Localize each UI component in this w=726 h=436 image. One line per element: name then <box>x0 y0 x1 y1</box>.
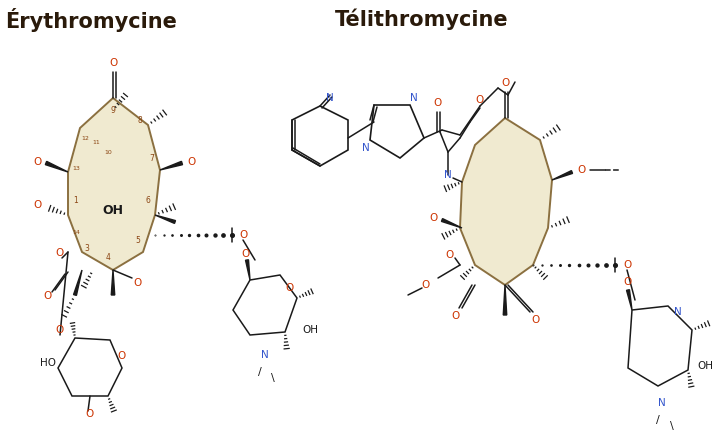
Text: O: O <box>188 157 196 167</box>
Text: Érythromycine: Érythromycine <box>5 8 177 32</box>
Text: HO: HO <box>40 358 56 368</box>
Polygon shape <box>45 161 68 172</box>
Text: N: N <box>326 93 334 103</box>
Text: 6: 6 <box>145 195 150 204</box>
Text: OH: OH <box>302 325 318 335</box>
Text: O: O <box>451 311 459 321</box>
Polygon shape <box>292 106 348 166</box>
Text: N: N <box>362 143 370 153</box>
Polygon shape <box>628 306 692 386</box>
Polygon shape <box>73 270 82 296</box>
Text: 3: 3 <box>84 243 89 252</box>
Text: \: \ <box>271 373 275 383</box>
Text: O: O <box>86 409 94 419</box>
Text: 4: 4 <box>105 253 110 262</box>
Text: O: O <box>578 165 586 175</box>
Polygon shape <box>68 98 160 270</box>
Polygon shape <box>503 285 507 315</box>
Text: 12: 12 <box>81 136 89 140</box>
Polygon shape <box>160 161 182 170</box>
Polygon shape <box>460 118 552 285</box>
Text: N: N <box>261 350 269 360</box>
Polygon shape <box>58 338 122 396</box>
Text: O: O <box>501 78 509 88</box>
Polygon shape <box>552 170 573 180</box>
Text: N: N <box>658 398 666 408</box>
Text: O: O <box>239 230 247 240</box>
Text: O: O <box>134 278 142 288</box>
Text: 9: 9 <box>110 106 115 115</box>
Text: O: O <box>241 249 249 259</box>
Text: OH: OH <box>697 361 713 371</box>
Polygon shape <box>627 290 632 310</box>
Text: Télithromycine: Télithromycine <box>335 8 509 30</box>
Text: 10: 10 <box>104 150 112 154</box>
Text: O: O <box>429 213 437 223</box>
Text: N: N <box>444 170 452 180</box>
Text: O: O <box>286 283 294 293</box>
Text: 1: 1 <box>73 195 78 204</box>
Polygon shape <box>441 218 462 228</box>
Text: O: O <box>433 98 441 108</box>
Text: O: O <box>56 325 64 335</box>
Text: \: \ <box>670 421 674 431</box>
Text: 8: 8 <box>138 116 142 125</box>
Text: O: O <box>118 351 126 361</box>
Text: /: / <box>258 367 262 377</box>
Text: O: O <box>43 291 51 301</box>
Text: 11: 11 <box>92 140 100 144</box>
Text: O: O <box>532 315 540 325</box>
Text: N: N <box>410 93 418 103</box>
Polygon shape <box>245 260 250 280</box>
Text: O: O <box>624 277 632 287</box>
Text: O: O <box>109 58 117 68</box>
Text: O: O <box>446 250 454 260</box>
Text: 13: 13 <box>72 166 80 170</box>
Text: O: O <box>476 95 484 105</box>
Text: 14: 14 <box>72 229 80 235</box>
Text: N: N <box>674 307 682 317</box>
Polygon shape <box>233 275 297 335</box>
Text: 7: 7 <box>150 153 155 163</box>
Text: 5: 5 <box>136 235 140 245</box>
Text: O: O <box>33 157 41 167</box>
Polygon shape <box>111 270 115 295</box>
Text: O: O <box>33 200 41 210</box>
Text: O: O <box>421 280 429 290</box>
Text: OH: OH <box>102 204 123 217</box>
Polygon shape <box>155 215 176 223</box>
Polygon shape <box>370 105 424 158</box>
Text: O: O <box>623 260 631 270</box>
Text: /: / <box>656 415 660 425</box>
Text: O: O <box>56 248 64 258</box>
